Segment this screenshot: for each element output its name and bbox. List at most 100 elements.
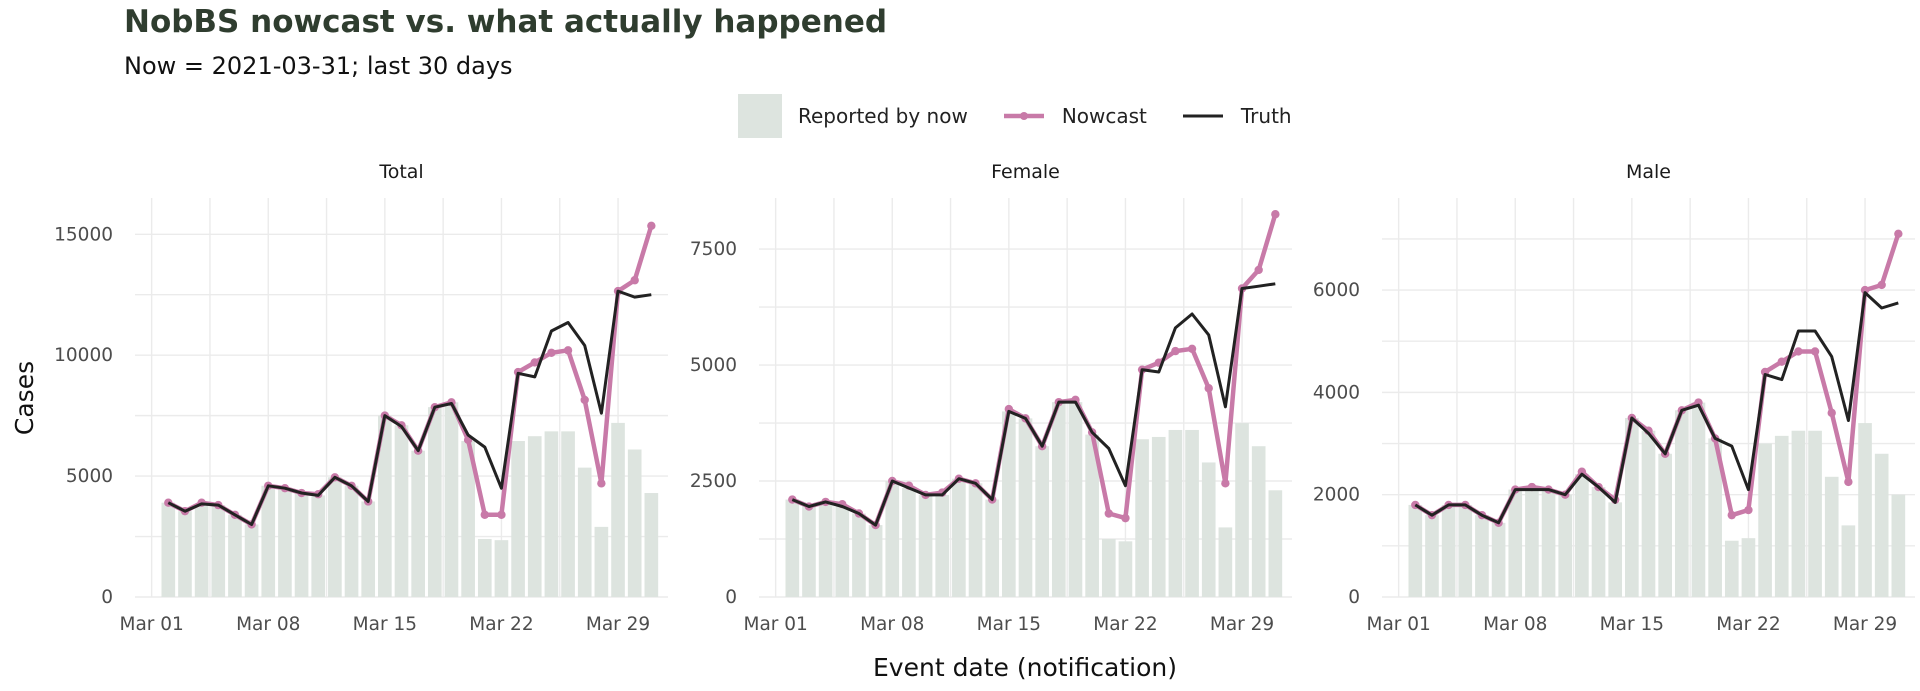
reported-bar xyxy=(527,436,542,597)
legend-item-reported: Reported by now xyxy=(738,94,968,138)
legend-label-nowcast: Nowcast xyxy=(1061,104,1147,128)
x-tick-label: Mar 08 xyxy=(236,614,300,635)
legend-key-truth xyxy=(1182,114,1223,118)
reported-bar xyxy=(544,431,559,597)
reported-bar xyxy=(1525,489,1539,597)
x-tick-label: Mar 29 xyxy=(1833,614,1897,635)
nowcast-point xyxy=(497,510,506,519)
reported-bar xyxy=(378,415,392,597)
reported-bar xyxy=(1201,462,1216,597)
reported-bar xyxy=(785,499,800,597)
reported-bar xyxy=(1724,540,1739,597)
reported-bar xyxy=(161,502,176,597)
facet-strip-label: Total xyxy=(378,161,423,183)
reported-bar xyxy=(818,501,833,597)
reported-bar xyxy=(935,494,950,597)
reported-bar xyxy=(228,514,242,597)
nowcast-point xyxy=(480,510,489,519)
reported-bar xyxy=(835,506,850,597)
nowcast-point xyxy=(1577,467,1587,476)
x-axis-title: Event date (notification) xyxy=(873,653,1177,682)
reported-bar xyxy=(244,524,259,597)
reported-bar xyxy=(852,513,866,597)
reported-bar xyxy=(494,540,509,597)
reported-bar xyxy=(1591,487,1606,597)
reported-bar xyxy=(1475,515,1489,597)
reported-bar xyxy=(1508,489,1523,597)
reported-bar xyxy=(394,425,409,597)
reported-bar xyxy=(1708,438,1722,597)
x-tick-label: Mar 29 xyxy=(586,614,650,635)
y-tick-label: 2500 xyxy=(690,471,737,492)
reported-bar xyxy=(461,441,475,597)
reported-bar xyxy=(311,495,326,597)
reported-bar xyxy=(211,505,226,597)
y-tick-label: 10000 xyxy=(54,345,113,366)
reported-bar xyxy=(294,493,309,597)
reported-bar xyxy=(361,501,376,597)
reported-bar xyxy=(1858,423,1872,597)
nowcast-point xyxy=(563,346,573,355)
x-tick-label: Mar 29 xyxy=(1210,614,1274,635)
reported-bar xyxy=(627,449,642,597)
x-tick-label: Mar 22 xyxy=(1716,614,1780,635)
x-tick-label: Mar 01 xyxy=(1366,614,1430,635)
reported-bar xyxy=(278,488,292,597)
y-tick-label: 0 xyxy=(1348,587,1360,608)
reported-bar xyxy=(1791,430,1806,597)
facet-strip-label: Female xyxy=(991,161,1060,183)
x-tick-label: Mar 15 xyxy=(977,614,1041,635)
reported-bar xyxy=(1002,411,1016,597)
reported-bar xyxy=(1491,522,1506,597)
reported-bar xyxy=(1808,430,1822,597)
reported-bar xyxy=(1874,453,1889,597)
reported-bar xyxy=(868,525,883,597)
reported-bar xyxy=(1674,410,1689,597)
reported-bar xyxy=(1068,402,1083,597)
reported-bar xyxy=(1658,453,1672,597)
reported-bar xyxy=(1101,539,1116,597)
reported-bar xyxy=(261,485,276,597)
x-tick-label: Mar 15 xyxy=(1600,614,1664,635)
y-tick-label: 7500 xyxy=(690,239,737,260)
reported-bar xyxy=(1441,504,1456,597)
chart-subtitle: Now = 2021-03-31; last 30 days xyxy=(124,52,513,80)
reported-bar xyxy=(1541,489,1556,597)
reported-bar xyxy=(1151,436,1166,597)
reported-bar xyxy=(1824,476,1839,597)
reported-bar xyxy=(1218,527,1233,597)
y-tick-label: 15000 xyxy=(54,224,113,245)
reported-bar xyxy=(918,494,933,597)
reported-bar xyxy=(511,441,525,597)
reported-bar xyxy=(802,506,816,597)
facet-total: 0 5000 10000 15000 Mar 01 Mar 08 Mar 15 Mar 22 M… xyxy=(54,161,668,635)
y-tick-label: 4000 xyxy=(1313,382,1360,403)
reported-bar xyxy=(577,467,592,597)
nowcast-point xyxy=(1204,384,1213,393)
reported-bar xyxy=(1758,443,1772,597)
nowcast-point xyxy=(1727,510,1736,520)
reported-bar xyxy=(1018,418,1033,597)
nowcast-point xyxy=(1171,346,1180,356)
y-tick-label: 5000 xyxy=(66,466,113,487)
reported-bar xyxy=(1408,504,1423,597)
legend-item-truth: Truth xyxy=(1181,94,1292,138)
reported-bar xyxy=(1458,504,1473,597)
nowcast-point xyxy=(580,395,589,405)
x-tick-label: Mar 08 xyxy=(1483,614,1547,635)
nowcast-point xyxy=(1271,210,1280,219)
reported-bar xyxy=(344,485,359,597)
reported-bar xyxy=(1035,446,1049,597)
reported-bar xyxy=(985,499,1000,597)
nowcast-point xyxy=(1744,505,1753,515)
nowcast-point xyxy=(1121,513,1130,523)
nowcast-point xyxy=(1221,479,1230,488)
reported-bar xyxy=(1168,429,1183,597)
truth-line xyxy=(1414,291,1899,525)
reported-bar xyxy=(952,478,966,597)
reported-bar xyxy=(1558,494,1573,597)
reported-bar xyxy=(1575,474,1589,597)
reported-bar xyxy=(444,402,459,597)
reported-bar xyxy=(1251,446,1266,597)
